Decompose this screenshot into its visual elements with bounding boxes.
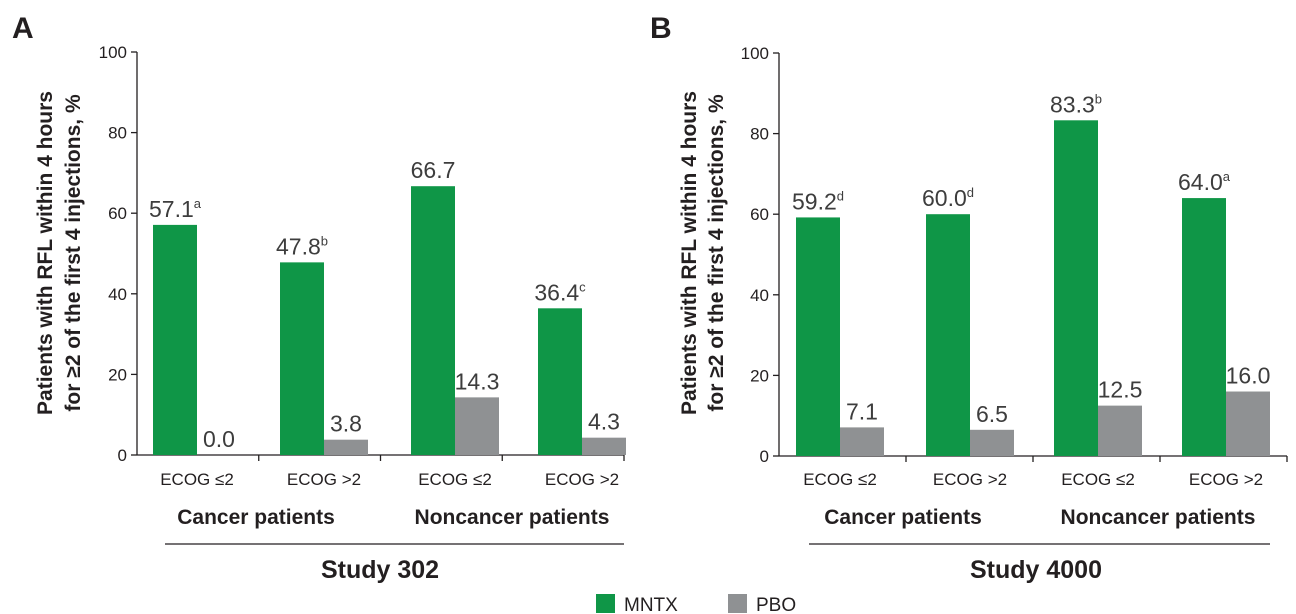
data-label-pbo: 0.0: [203, 426, 235, 452]
data-label-mntx: 64.0a: [1178, 169, 1231, 195]
y-tick-label: 40: [108, 285, 127, 304]
data-label-value: 66.7: [411, 157, 456, 183]
data-label-pbo: 16.0: [1226, 363, 1271, 389]
bar-mntx: [411, 186, 455, 455]
data-label-value: 3.8: [330, 411, 362, 437]
panel-letter: B: [650, 12, 672, 45]
category-label: ECOG ≤2: [1061, 470, 1135, 489]
data-label-footnote: d: [967, 185, 974, 200]
bar-mntx: [1182, 198, 1226, 456]
legend-label-pbo: PBO: [756, 595, 796, 614]
data-label-mntx: 57.1a: [149, 196, 202, 222]
category-label: ECOG ≤2: [160, 470, 234, 489]
data-label-value: 6.5: [976, 401, 1008, 427]
data-label-pbo: 6.5: [976, 401, 1008, 427]
bar-mntx: [1054, 120, 1098, 457]
y-axis-title: Patients with RFL within 4 hours: [678, 91, 701, 415]
data-label-footnote: d: [837, 188, 844, 203]
y-axis-title: for ≥2 of the first 4 injections, %: [62, 94, 85, 412]
data-label-value: 64.0: [1178, 169, 1223, 195]
data-label-value: 83.3: [1050, 91, 1095, 117]
data-label-mntx: 83.3b: [1050, 91, 1102, 117]
data-label-value: 0.0: [203, 426, 235, 452]
chart-title: Study 302: [321, 556, 439, 584]
bar-pbo: [840, 427, 884, 456]
data-label-value: 47.8: [276, 233, 321, 259]
y-tick-label: 80: [108, 124, 127, 143]
group-label: Cancer patients: [177, 506, 335, 529]
y-tick-label: 40: [750, 286, 769, 305]
y-axis-title: for ≥2 of the first 4 injections, %: [705, 94, 728, 412]
bar-pbo: [455, 397, 499, 455]
y-tick-label: 20: [750, 366, 769, 385]
data-label-value: 12.5: [1098, 377, 1143, 403]
data-label-footnote: a: [194, 196, 202, 211]
data-label-footnote: a: [1223, 169, 1231, 184]
data-label-mntx: 60.0d: [922, 185, 974, 211]
bar-mntx: [153, 224, 197, 455]
y-tick-label: 60: [108, 204, 127, 223]
y-tick-label: 60: [750, 205, 769, 224]
bar-pbo: [1226, 391, 1270, 456]
category-label: ECOG >2: [545, 470, 619, 489]
y-tick-label: 80: [750, 125, 769, 144]
y-axis-title: Patients with RFL within 4 hours: [34, 91, 57, 415]
bar-mntx: [796, 217, 840, 456]
bar-mntx: [926, 214, 970, 456]
legend: MNTX PBO: [596, 594, 796, 614]
y-tick-label: 20: [108, 365, 127, 384]
y-tick-label: 100: [741, 44, 769, 63]
y-tick-label: 0: [118, 446, 127, 465]
bar-mntx: [538, 308, 582, 455]
bar-pbo: [324, 439, 368, 455]
data-label-value: 16.0: [1226, 363, 1271, 389]
chart-panel-a: A Patients with RFL within 4 hours for ≥2 …: [12, 12, 626, 584]
data-label-value: 36.4: [534, 279, 579, 305]
data-label-mntx: 47.8b: [276, 233, 328, 259]
data-label-pbo: 14.3: [455, 368, 500, 394]
chart-panel-b: B Patients with RFL within 4 hours for ≥2 …: [650, 12, 1288, 584]
category-label: ECOG ≤2: [418, 470, 492, 489]
bar-mntx: [280, 262, 324, 455]
panel-letter: A: [12, 12, 34, 45]
bar-pbo: [582, 437, 626, 455]
category-label: ECOG >2: [1189, 470, 1263, 489]
data-label-mntx: 66.7: [411, 157, 456, 183]
data-label-footnote: b: [321, 233, 328, 248]
data-label-value: 4.3: [588, 409, 620, 435]
legend-swatch-pbo: [728, 594, 747, 613]
data-label-value: 14.3: [455, 368, 500, 394]
data-label-mntx: 36.4c: [534, 279, 586, 305]
data-label-value: 57.1: [149, 196, 194, 222]
y-tick-label: 0: [760, 447, 769, 466]
data-label-mntx: 59.2d: [792, 188, 844, 214]
data-label-pbo: 3.8: [330, 411, 362, 437]
bar-pbo: [1098, 405, 1142, 456]
data-label-value: 59.2: [792, 188, 837, 214]
legend-swatch-mntx: [596, 594, 615, 613]
data-label-footnote: c: [579, 279, 586, 294]
group-label: Noncancer patients: [415, 506, 610, 529]
category-label: ECOG >2: [933, 470, 1007, 489]
category-label: ECOG ≤2: [803, 470, 877, 489]
category-label: ECOG >2: [287, 470, 361, 489]
data-label-footnote: b: [1095, 91, 1102, 106]
data-label-value: 60.0: [922, 185, 967, 211]
chart-title: Study 4000: [970, 556, 1102, 584]
group-label: Cancer patients: [824, 506, 982, 529]
legend-label-mntx: MNTX: [624, 595, 678, 614]
data-label-pbo: 12.5: [1098, 377, 1143, 403]
data-label-value: 7.1: [846, 398, 878, 424]
bar-pbo: [970, 429, 1014, 456]
data-label-pbo: 4.3: [588, 409, 620, 435]
y-tick-label: 100: [99, 43, 127, 62]
data-label-pbo: 7.1: [846, 398, 878, 424]
group-label: Noncancer patients: [1061, 506, 1256, 529]
